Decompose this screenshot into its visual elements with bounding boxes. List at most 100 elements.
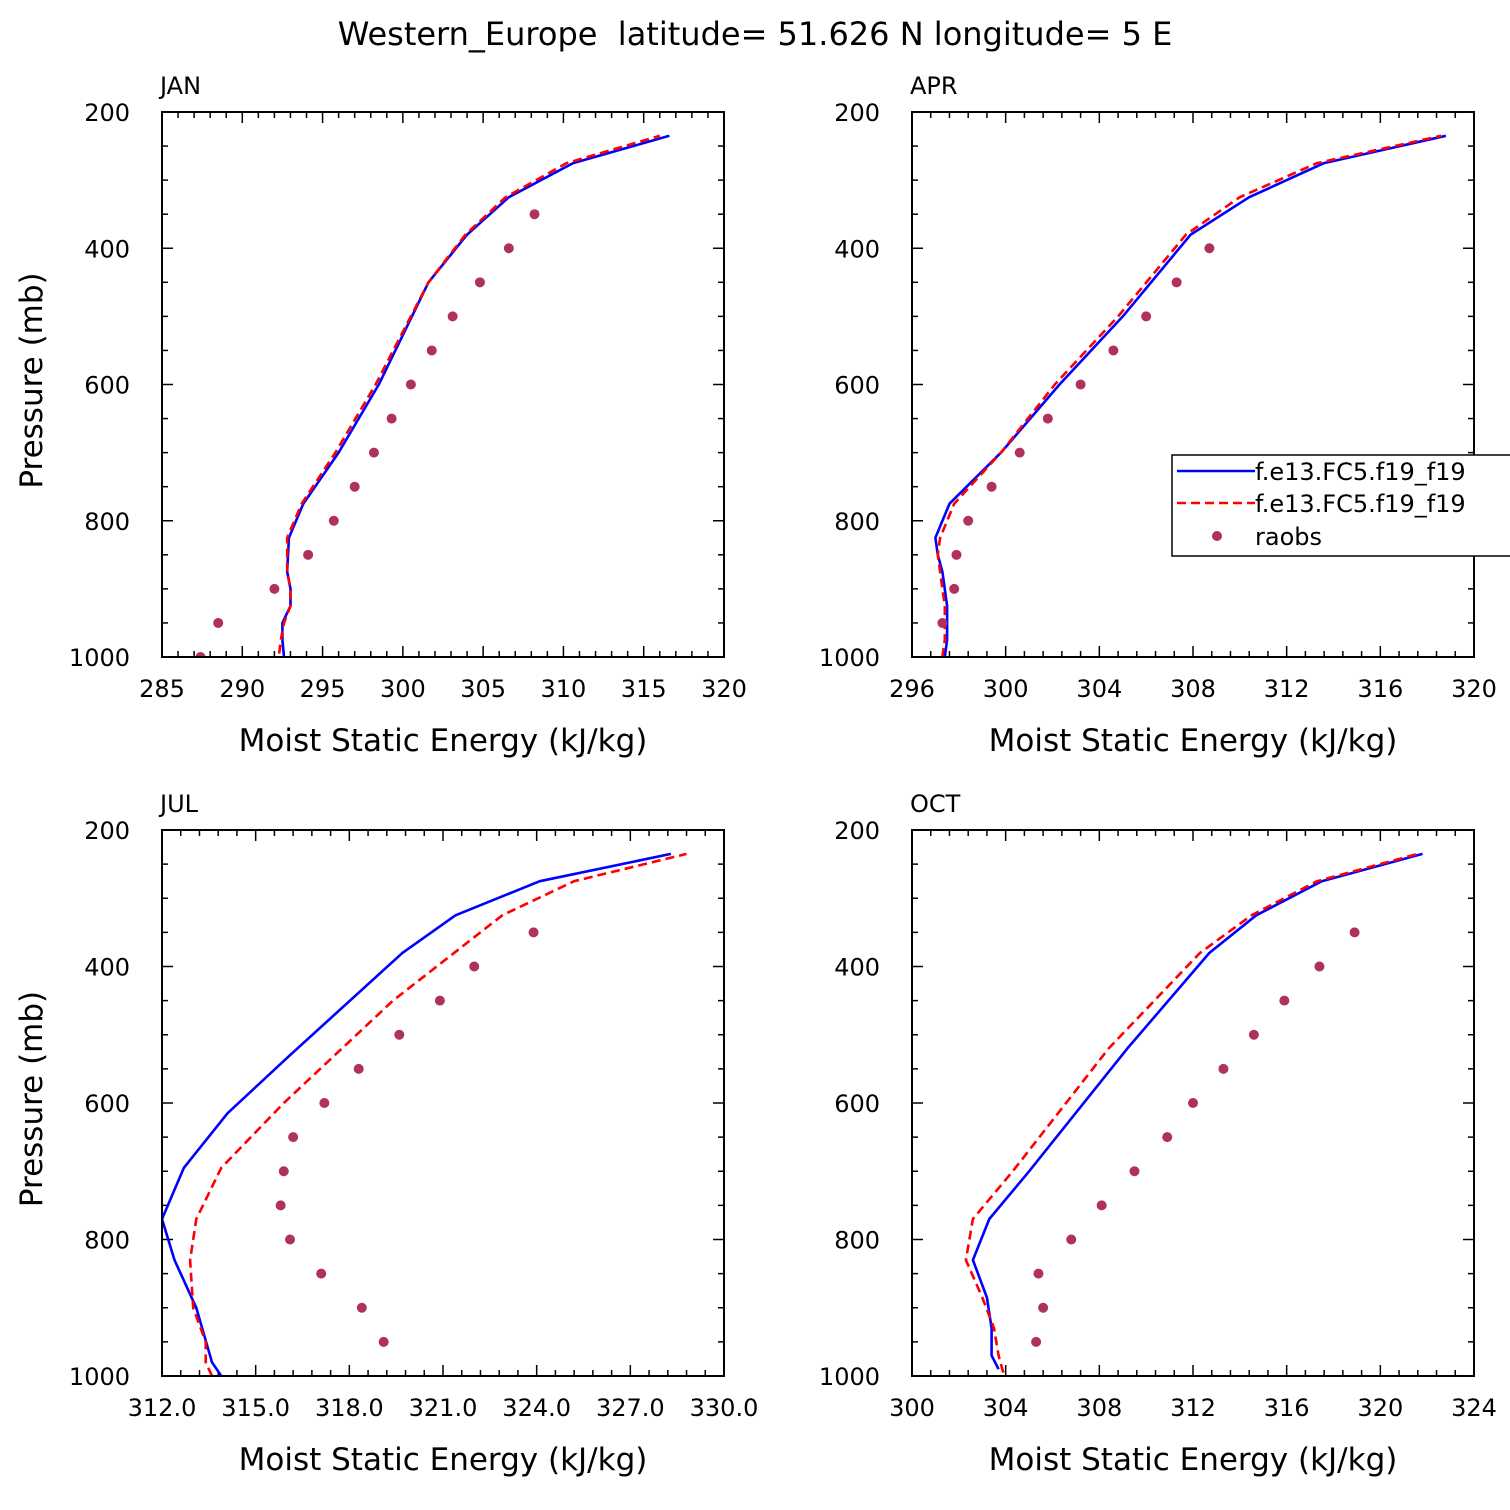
panel-jan-raobs-point: [386, 413, 397, 424]
panel-oct-raobs-point: [1031, 1336, 1042, 1347]
panel-jul-raobs-point: [356, 1302, 367, 1313]
panel-apr-raobs-point: [951, 549, 962, 560]
panel-jul-raobs-point: [528, 927, 539, 938]
panel-jan-raobs-point: [269, 583, 280, 594]
panel-jul-raobs-point: [316, 1268, 327, 1279]
panel-jan-raobs-point: [529, 209, 540, 220]
panel-jan-y-tick-label: 200: [84, 99, 130, 127]
panel-apr-raobs-point: [1141, 311, 1152, 322]
panel-jan-series-solid: [281, 134, 670, 657]
panel-jul-raobs-point: [378, 1336, 389, 1347]
panel-oct-raobs-point: [1188, 1098, 1198, 1108]
panel-apr-x-tick-label: 296: [889, 675, 935, 703]
panel-jan-x-tick-label: 315: [621, 675, 667, 703]
panel-apr-x-tick-label: 308: [1170, 675, 1216, 703]
panel-jul-raobs-point: [278, 1166, 289, 1177]
panel-apr-x-tick-label: 304: [1076, 675, 1122, 703]
panel-jan-raobs-point: [405, 379, 416, 390]
panel-jan-raobs-point: [303, 549, 314, 560]
panel-oct-raobs-point: [1033, 1268, 1044, 1279]
panel-jan-raobs-point: [474, 277, 485, 288]
panel-jul-raobs-point: [394, 1029, 405, 1040]
panel-apr-xlabel: Moist Static Energy (kJ/kg): [989, 723, 1398, 759]
panel-jul-label: JUL: [158, 790, 199, 818]
panel-jan-x-tick-label: 305: [460, 675, 506, 703]
panel-oct-raobs-point: [1279, 995, 1290, 1006]
panel-jul-x-tick-label: 312.0: [128, 1394, 197, 1422]
panel-jan-y-tick-label: 600: [84, 372, 130, 400]
panel-jan-x-tick-label: 295: [300, 675, 346, 703]
panel-oct-y-tick-label: 200: [834, 817, 880, 845]
panel-jul-xlabel: Moist Static Energy (kJ/kg): [239, 1442, 648, 1478]
panel-jul-x-tick-label: 330.0: [690, 1394, 759, 1422]
panel-jan-raobs-point: [368, 447, 379, 458]
panel-apr-y-tick-label: 1000: [819, 644, 880, 672]
panel-jul-raobs-point: [434, 995, 445, 1006]
panel-oct-frame: [911, 829, 1475, 1377]
legend-marker-raobs: [1212, 531, 1222, 541]
panel-apr-raobs-point: [1014, 447, 1025, 458]
panel-jan-x-tick-label: 310: [541, 675, 587, 703]
panel-apr: 296 300 304 308 312 316 320 200 400 600 800 1000 APR…: [819, 72, 1497, 759]
panel-oct-x-tick-label: 312: [1170, 1394, 1216, 1422]
panel-jul-x-tick-label: 321.0: [409, 1394, 478, 1422]
panel-jan-y-tick-label: 1000: [69, 644, 130, 672]
panel-jul-x-tick-label: 324.0: [502, 1394, 571, 1422]
panel-jan-ylabel: Pressure (mb): [14, 272, 50, 488]
panel-jul-frame: [161, 829, 725, 1377]
panel-oct-raobs-point: [1129, 1166, 1140, 1177]
panel-oct-x-tick-label: 304: [983, 1394, 1029, 1422]
panel-apr-series-solid: [934, 134, 1447, 657]
panel-oct-x-tick-label: 320: [1357, 1394, 1403, 1422]
panel-jul-y-tick-label: 400: [84, 954, 130, 982]
panel-oct-x-tick-label: 316: [1264, 1394, 1310, 1422]
legend-label-3: raobs: [1255, 523, 1322, 551]
panel-apr-raobs-point: [963, 515, 974, 526]
panel-apr-x-tick-label: 316: [1357, 675, 1403, 703]
panel-jul-raobs-point: [469, 961, 480, 972]
panel-apr-x-tick-label: 300: [983, 675, 1029, 703]
panel-jul-x-tick-label: 318.0: [315, 1394, 384, 1422]
panel-oct-data: [964, 852, 1423, 1373]
panel-apr-y-tick-label: 800: [834, 508, 880, 536]
figure-title: Western_Europe latitude= 51.626 N longit…: [338, 15, 1173, 53]
panel-jul-ylabel: Pressure (mb): [14, 991, 50, 1207]
panel-jan-data: [195, 134, 670, 657]
panel-jan-label: JAN: [158, 72, 201, 100]
panel-oct-y-tick-label: 400: [834, 954, 880, 982]
panel-apr-label: APR: [910, 72, 958, 100]
panel-jul-y-tick-label: 200: [84, 817, 130, 845]
panel-oct-raobs-point: [1038, 1302, 1049, 1313]
panel-oct-xlabel: Moist Static Energy (kJ/kg): [989, 1442, 1398, 1478]
panel-oct-raobs-point: [1066, 1234, 1077, 1245]
panel-apr-raobs-point: [1075, 379, 1086, 390]
panel-apr-raobs-point: [1042, 413, 1053, 424]
panel-apr-series-dashed: [936, 134, 1442, 657]
panel-apr-raobs-point: [937, 617, 948, 628]
panel-jul-raobs-point: [275, 1200, 286, 1211]
panel-jul-y-tick-label: 1000: [69, 1363, 130, 1391]
panel-jan-x-tick-label: 285: [139, 675, 185, 703]
panel-jan-raobs-point: [349, 481, 360, 492]
panel-oct-y-tick-label: 600: [834, 1090, 880, 1118]
panel-oct-raobs-point: [1314, 961, 1325, 972]
panel-apr-y-tick-label: 600: [834, 372, 880, 400]
panel-apr-frame: [911, 111, 1475, 658]
panel-apr-x-tick-label: 312: [1264, 675, 1310, 703]
panel-jan-raobs-point: [503, 243, 514, 254]
panel-jul-series-solid: [162, 852, 672, 1376]
panel-jan-raobs-point: [213, 617, 224, 628]
panel-jan-series-dashed: [277, 134, 661, 654]
panel-jul: 312.0 315.0 318.0 321.0 324.0 327.0 330.0 200 40…: [14, 790, 758, 1478]
panel-jan-raobs-point: [195, 652, 206, 657]
legend-label-1: f.e13.FC5.f19_f19: [1255, 458, 1466, 486]
panel-jul-x-tick-label: 327.0: [596, 1394, 665, 1422]
panel-oct-label: OCT: [910, 790, 961, 818]
panel-apr-raobs-point: [1171, 277, 1182, 288]
panel-jan-y-tick-label: 800: [84, 508, 130, 536]
panel-jul-x-tick-label: 315.0: [221, 1394, 290, 1422]
panel-jul-y-tick-label: 800: [84, 1227, 130, 1255]
panel-oct-x-tick-label: 300: [889, 1394, 935, 1422]
panel-oct-x-tick-label: 308: [1076, 1394, 1122, 1422]
